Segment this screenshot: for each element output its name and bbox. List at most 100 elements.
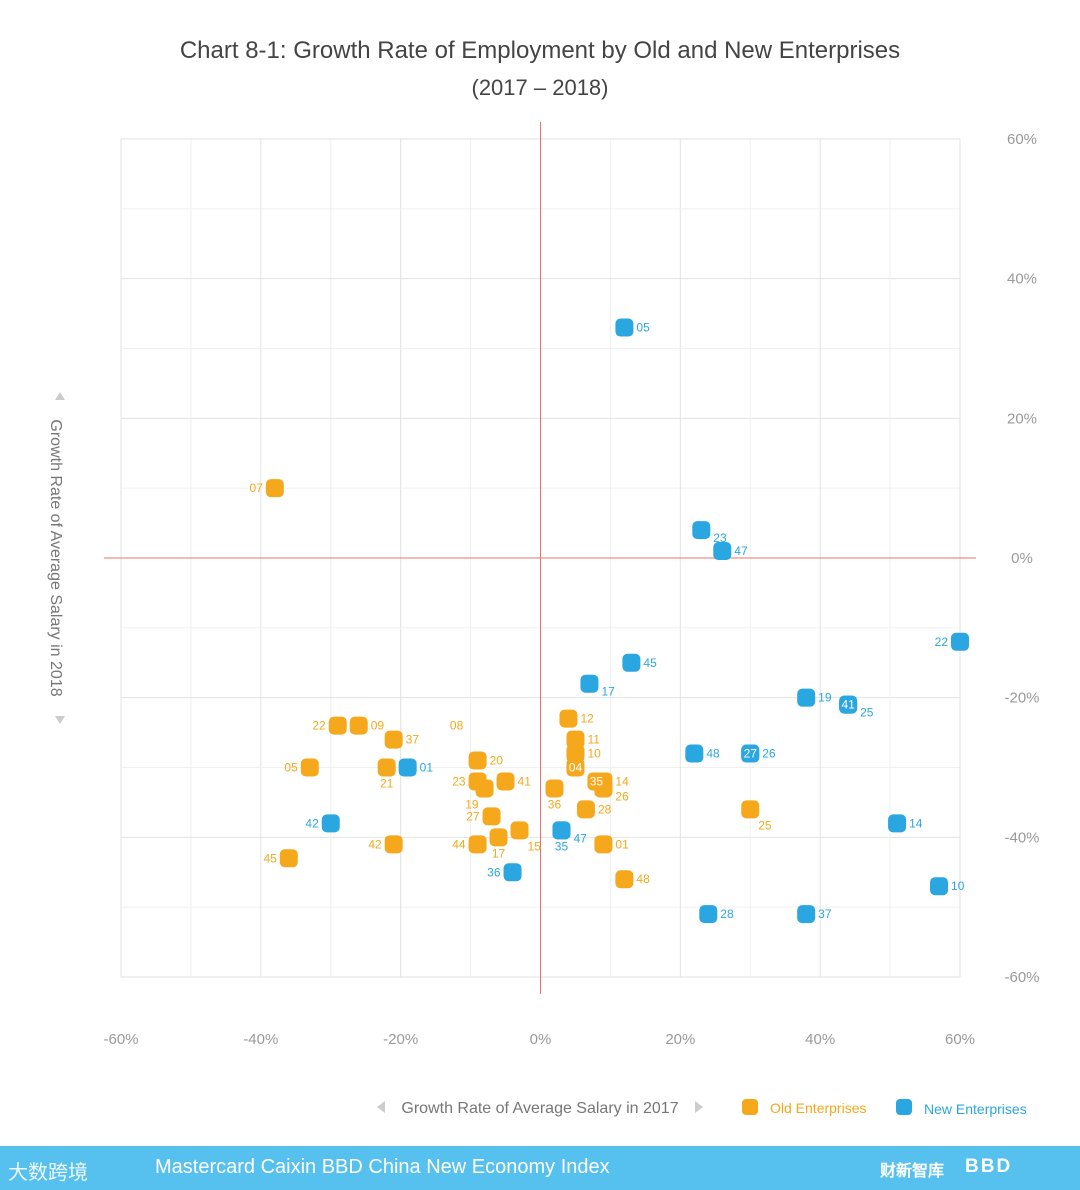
x-tick-label: 60% bbox=[945, 1031, 975, 1048]
y-tick-label: 20% bbox=[1007, 410, 1037, 427]
data-point-label: 35 bbox=[555, 839, 569, 853]
legend-swatch-new bbox=[896, 1099, 912, 1115]
data-point-marker bbox=[321, 814, 340, 833]
data-point-label: 48 bbox=[706, 747, 720, 761]
data-point-marker bbox=[503, 863, 522, 882]
data-point-marker bbox=[468, 751, 487, 770]
legend-label-new: New Enterprises bbox=[924, 1101, 1027, 1117]
data-point-marker bbox=[328, 716, 347, 735]
data-point-label: 25 bbox=[860, 706, 874, 720]
data-point-label: 19 bbox=[465, 797, 479, 811]
data-point-marker bbox=[741, 800, 760, 819]
tick-labels: -60% -40% -20% 0% 20% 40% 60% 60% 40% 20% 0% -20% -4… bbox=[103, 131, 1039, 1048]
data-point-label: 10 bbox=[951, 879, 965, 893]
data-point-label: 20 bbox=[490, 754, 504, 768]
data-point-label: 07 bbox=[249, 481, 263, 495]
data-point-label: 11 bbox=[587, 733, 600, 747]
data-point-label: 17 bbox=[601, 685, 615, 699]
data-point-label: 36 bbox=[487, 865, 501, 879]
data-point-marker bbox=[468, 835, 487, 854]
x-axis-title: Growth Rate of Average Salary in 2017 bbox=[377, 1100, 703, 1117]
data-point-label: 12 bbox=[580, 712, 594, 726]
grid bbox=[104, 122, 976, 994]
x-tick-label: -60% bbox=[103, 1031, 138, 1048]
data-point-marker bbox=[566, 758, 585, 777]
data-point-label: 08 bbox=[450, 719, 464, 733]
data-point-label: 37 bbox=[818, 907, 832, 921]
data-point-label: 27 bbox=[744, 747, 758, 761]
data-point-label: 42 bbox=[368, 837, 382, 851]
data-point-label: 42 bbox=[305, 816, 319, 830]
data-point-label: 22 bbox=[312, 719, 326, 733]
data-point-marker bbox=[552, 821, 571, 840]
data-point-label: 01 bbox=[420, 761, 434, 775]
y-axis-title: Growth Rate of Average Salary in 2018 bbox=[47, 392, 65, 724]
data-point-label: 17 bbox=[492, 846, 506, 860]
data-point-label: 47 bbox=[734, 544, 748, 558]
data-point-label: 26 bbox=[615, 789, 629, 803]
data-point-marker bbox=[685, 744, 704, 763]
data-point-marker bbox=[349, 716, 368, 735]
data-point-marker bbox=[384, 835, 403, 854]
data-point-marker bbox=[300, 758, 319, 777]
footer-banner: 大数跨境 Mastercard Caixin BBD China New Eco… bbox=[0, 1146, 1080, 1190]
legend-label-old: Old Enterprises bbox=[770, 1100, 866, 1116]
data-point-label: 37 bbox=[406, 733, 420, 747]
data-point-marker bbox=[482, 807, 501, 826]
data-point-label: 04 bbox=[569, 761, 583, 775]
data-point-label: 27 bbox=[466, 809, 480, 823]
x-tick-label: 20% bbox=[665, 1031, 695, 1048]
data-point-marker bbox=[496, 772, 515, 791]
data-point-label: 01 bbox=[615, 837, 629, 851]
data-point-marker bbox=[741, 744, 760, 763]
data-point-marker bbox=[265, 479, 284, 498]
left-logo: 大数跨境 bbox=[8, 1162, 88, 1184]
data-point-label: 26 bbox=[762, 747, 776, 761]
data-point-marker bbox=[615, 870, 634, 889]
data-point-marker bbox=[384, 730, 403, 749]
triangle-left-icon bbox=[55, 392, 65, 400]
data-point-marker bbox=[839, 695, 858, 714]
data-point-marker bbox=[594, 835, 613, 854]
data-point-label: 47 bbox=[573, 831, 587, 845]
data-point-marker bbox=[699, 905, 718, 924]
data-point-label: 19 bbox=[818, 691, 832, 705]
data-point-label: 28 bbox=[598, 802, 612, 816]
triangle-left-icon bbox=[377, 1101, 385, 1113]
data-point-label: 05 bbox=[284, 761, 298, 775]
data-point-marker bbox=[566, 744, 585, 763]
data-point-label: 35 bbox=[590, 774, 604, 788]
data-point-marker bbox=[615, 318, 634, 337]
y-tick-label: 0% bbox=[1011, 550, 1033, 567]
data-point-marker bbox=[566, 730, 585, 749]
data-point-marker bbox=[587, 772, 606, 791]
data-point-marker bbox=[622, 653, 641, 672]
x-tick-label: 40% bbox=[805, 1031, 835, 1048]
data-point-marker bbox=[713, 542, 732, 561]
footer-brand-text: Mastercard Caixin BBD China New Economy … bbox=[155, 1156, 610, 1178]
data-point-marker bbox=[797, 688, 816, 707]
legend: Old Enterprises New Enterprises bbox=[742, 1099, 1027, 1117]
data-point-marker bbox=[398, 758, 417, 777]
data-point-marker bbox=[951, 632, 969, 651]
x-tick-label: -20% bbox=[383, 1031, 418, 1048]
x-tick-label: 0% bbox=[530, 1031, 552, 1048]
data-point-label: 36 bbox=[548, 797, 562, 811]
data-point-marker bbox=[930, 877, 949, 896]
data-point-label: 23 bbox=[713, 531, 727, 545]
chart-subtitle: (2017 – 2018) bbox=[472, 75, 609, 100]
y-tick-label: -40% bbox=[1004, 829, 1039, 846]
data-point-marker bbox=[475, 779, 494, 798]
data-point-label: 05 bbox=[636, 321, 650, 335]
data-point-label: 10 bbox=[587, 747, 601, 761]
data-point-label: 09 bbox=[371, 719, 385, 733]
data-point-marker bbox=[580, 674, 599, 693]
svg-text:Growth Rate of Average Salary: Growth Rate of Average Salary in 2018 bbox=[47, 419, 64, 696]
y-tick-label: -60% bbox=[1004, 969, 1039, 986]
data-point-label: 48 bbox=[636, 872, 650, 886]
data-point-label: 45 bbox=[263, 851, 277, 865]
scatter-chart: Chart 8-1: Growth Rate of Employment by … bbox=[47, 37, 1040, 1117]
data-point-label: 14 bbox=[615, 774, 629, 788]
data-point-label: 28 bbox=[720, 907, 734, 921]
